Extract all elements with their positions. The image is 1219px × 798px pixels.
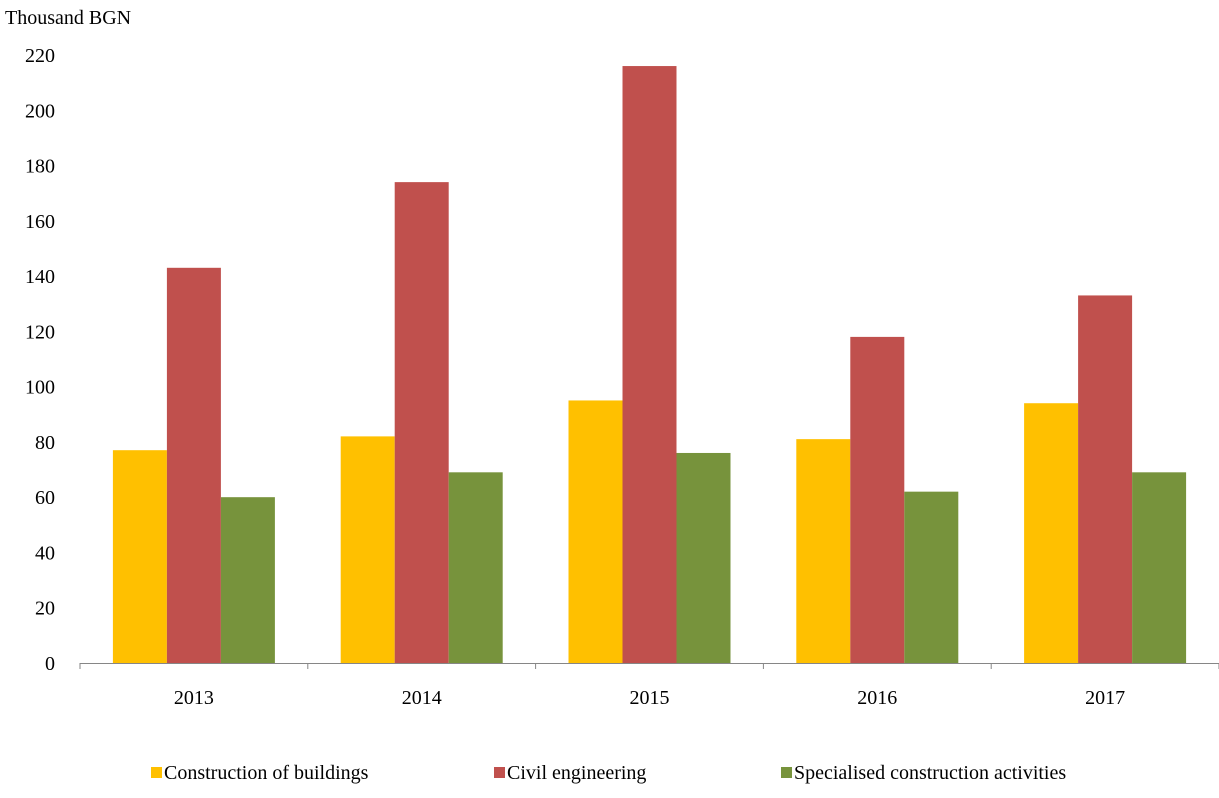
bar bbox=[1132, 472, 1187, 663]
x-tick-label: 2017 bbox=[1085, 687, 1125, 709]
y-tick-label: 100 bbox=[25, 377, 55, 399]
y-tick-label: 60 bbox=[35, 487, 55, 509]
x-tick-label: 2016 bbox=[857, 687, 897, 709]
y-tick-label: 120 bbox=[25, 321, 55, 343]
bar bbox=[112, 450, 167, 663]
bar bbox=[448, 472, 503, 663]
y-tick-label: 180 bbox=[25, 156, 55, 178]
bar bbox=[166, 267, 221, 663]
legend-label: Specialised construction activities bbox=[794, 762, 1066, 784]
legend-swatch bbox=[494, 767, 505, 778]
legend-swatch bbox=[151, 767, 162, 778]
bar bbox=[394, 182, 449, 664]
x-tick-label: 2014 bbox=[402, 687, 442, 709]
y-tick-label: 160 bbox=[25, 211, 55, 233]
y-tick-label: 40 bbox=[35, 542, 55, 564]
bar bbox=[568, 400, 623, 663]
legend-swatch bbox=[781, 767, 792, 778]
legend-label: Civil engineering bbox=[507, 762, 646, 784]
y-tick-label: 0 bbox=[45, 653, 55, 675]
bar bbox=[340, 436, 395, 663]
y-tick-label: 80 bbox=[35, 432, 55, 454]
x-axis-ticks: 2013 2014 2015 2016 2017 bbox=[79, 663, 1219, 709]
bar bbox=[796, 439, 851, 663]
y-tick-label: 200 bbox=[25, 100, 55, 122]
bar bbox=[850, 336, 905, 663]
bar bbox=[676, 452, 731, 663]
y-tick-label: 220 bbox=[25, 45, 55, 67]
x-tick-label: 2013 bbox=[174, 687, 214, 709]
legend: Construction of buildings Civil engineeri… bbox=[151, 762, 1066, 784]
bar bbox=[1024, 403, 1079, 663]
y-tick-label: 20 bbox=[35, 598, 55, 620]
legend-label: Construction of buildings bbox=[164, 762, 369, 784]
bar bbox=[1078, 295, 1133, 663]
y-tick-label: 140 bbox=[25, 266, 55, 288]
bar bbox=[622, 66, 677, 663]
bars bbox=[112, 66, 1187, 664]
x-tick-label: 2015 bbox=[630, 687, 670, 709]
bar bbox=[904, 491, 959, 663]
y-axis-unit-label: Thousand BGN bbox=[5, 7, 131, 29]
y-axis-ticks: 0 20 40 60 80 100 120 140 160 180 200 220 bbox=[25, 45, 55, 675]
bar bbox=[220, 497, 275, 663]
